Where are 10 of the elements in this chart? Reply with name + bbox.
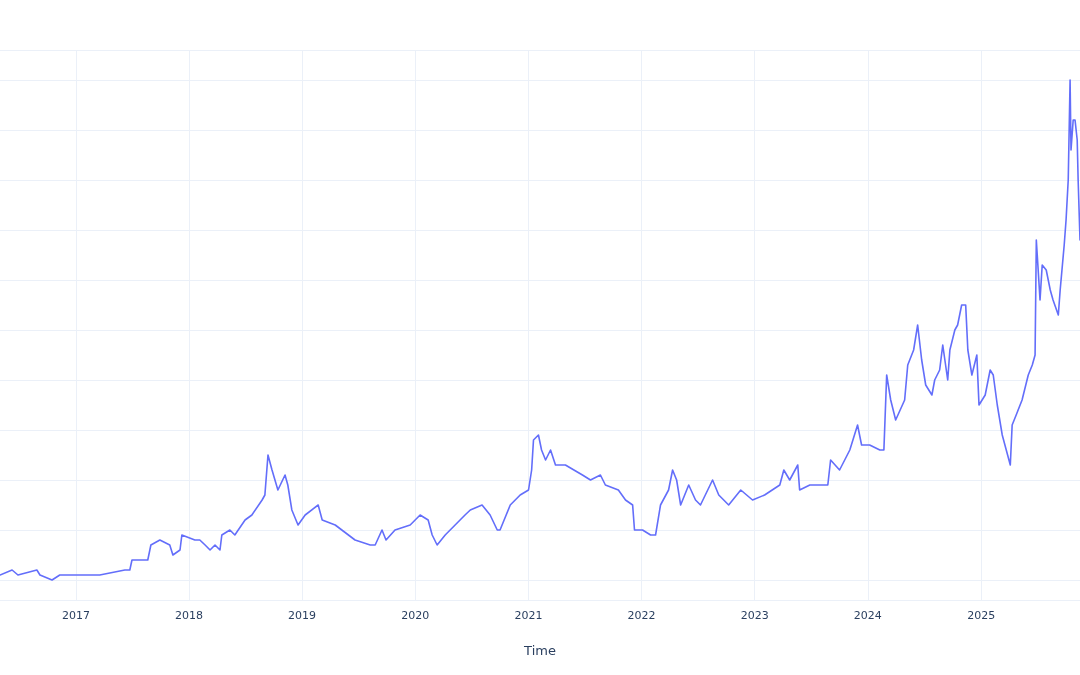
x-axis-title: Time bbox=[523, 643, 556, 658]
x-tick-label: 2025 bbox=[967, 609, 996, 622]
x-tick-label: 2017 bbox=[61, 609, 90, 622]
x-tick-label: 2024 bbox=[853, 609, 882, 622]
x-tick-label: 2022 bbox=[627, 609, 656, 622]
x-tick-label: 2021 bbox=[514, 609, 543, 622]
x-tick-label: 2019 bbox=[288, 609, 317, 622]
x-tick-label: 2018 bbox=[174, 609, 203, 622]
x-tick-label: 2020 bbox=[401, 609, 430, 622]
x-tick-label: 2023 bbox=[740, 609, 769, 622]
